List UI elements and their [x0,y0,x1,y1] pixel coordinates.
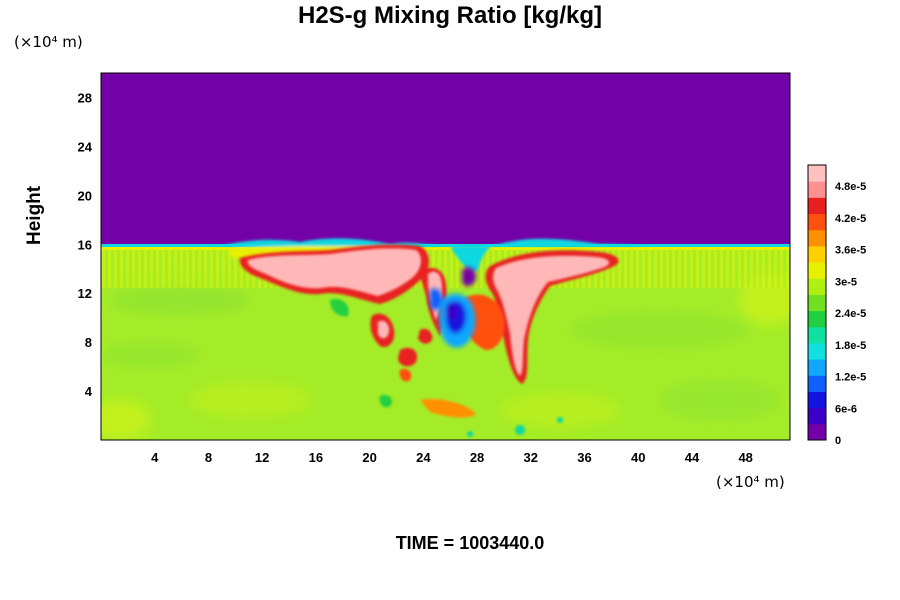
x-tick-label: 20 [362,450,376,465]
colorbar-segment [808,342,826,360]
colorbar-frame [807,164,827,441]
colorbar-segment [808,359,826,376]
x-tick-label: 4 [151,450,159,465]
colorbar-segment [808,229,826,247]
colorbar-tick-label: 6e-6 [835,403,857,415]
colorbar-segment [808,423,826,441]
time-label: TIME = 1003440.0 [395,533,545,553]
colorbar: 0 6e-6 1.2e-5 1.8e-5 2.4e-5 3e-5 3.6e-5 4.2e-5 4… [807,164,866,447]
colorbar-tick-label: 1.2e-5 [835,372,866,384]
heatmap-field [101,73,790,440]
colorbar-tick-label: 4.8e-5 [835,181,866,193]
x-tick-label: 32 [524,450,538,465]
y-tick-label: 16 [78,237,92,252]
colorbar-tick-label: 0 [835,435,841,447]
colorbar-tick-label: 2.4e-5 [835,308,866,320]
field-upper-region [101,73,790,246]
x-tick-label: 16 [309,450,323,465]
x-tick-label: 8 [205,450,212,465]
colorbar-segment [808,245,826,263]
y-axis-unit: (×10⁴ m) [14,33,83,51]
x-tick-label: 24 [416,450,431,465]
field-low-values [430,267,476,348]
colorbar-segment [808,165,826,182]
colorbar-segment [808,391,826,409]
x-tick-label: 12 [255,450,269,465]
field-boundary-yellow [101,247,790,250]
x-axis-unit: (×10⁴ m) [716,473,785,491]
x-tick-label: 48 [738,450,752,465]
x-axis-ticks: 4 8 12 16 20 24 28 32 36 40 44 48 [151,450,753,465]
colorbar-segment [808,326,826,344]
colorbar-tick-label: 3.6e-5 [835,245,866,257]
colorbar-segment [808,262,826,279]
colorbar-segment [808,310,826,328]
x-tick-label: 40 [631,450,645,465]
colorbar-segment [808,278,826,295]
field-small-features [330,298,563,437]
x-tick-label: 28 [470,450,484,465]
colorbar-segment [808,407,826,425]
chart-title: H2S-g Mixing Ratio [kg/kg] [297,2,602,29]
x-tick-label: 44 [685,450,700,465]
y-axis-ticks: 4 8 12 16 20 24 28 [78,90,93,399]
colorbar-segment [808,294,826,312]
field-variations [101,275,790,440]
y-tick-label: 24 [78,139,93,154]
y-tick-label: 12 [78,286,92,301]
y-tick-label: 20 [78,188,92,203]
y-tick-label: 4 [85,384,93,399]
colorbar-segment [808,213,826,231]
y-tick-label: 8 [85,335,92,350]
x-tick-label: 36 [577,450,591,465]
colorbar-tick-label: 1.8e-5 [835,340,866,352]
y-tick-label: 28 [78,90,92,105]
colorbar-segment [808,197,826,215]
colorbar-tick-label: 3e-5 [835,276,857,288]
plot-frame [100,72,791,441]
colorbar-segment [808,181,826,198]
colorbar-segment [808,375,826,392]
colorbar-tick-label: 4.2e-5 [835,213,866,225]
